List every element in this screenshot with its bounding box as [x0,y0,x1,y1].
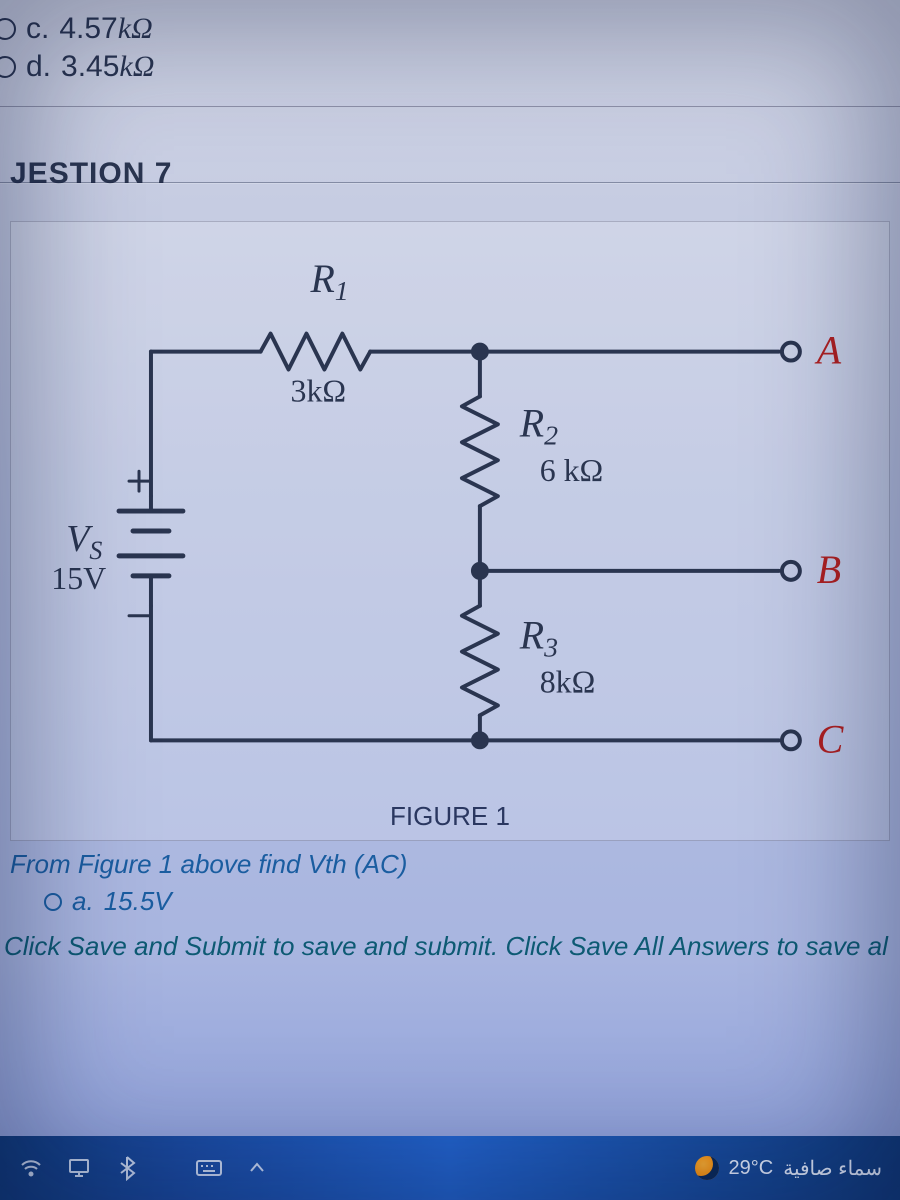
option-d-letter: d. [26,50,51,84]
weather-widget[interactable]: 29°C سماء صافية [695,1156,882,1181]
r2-value: 6 kΩ [540,453,604,488]
weather-temp: 29°C [729,1157,774,1180]
option-c-letter: c. [26,12,49,46]
circuit-figure: R1 3kΩ R2 6 kΩ R3 8kΩ VS 15V A B C FIGUR… [10,221,890,841]
option-c-row[interactable]: c. 4.57kΩ [0,10,900,48]
vs-label: VS [66,518,102,565]
answer-a-value: 15.5V [104,886,172,917]
prev-options-block: c. 4.57kΩ d. 3.45kΩ [0,0,900,107]
bluetooth-icon[interactable] [114,1155,140,1181]
windows-taskbar[interactable]: 29°C سماء صافية [0,1136,900,1200]
weather-text: سماء صافية [783,1156,882,1181]
wifi-icon[interactable] [18,1155,44,1181]
r2-label: R2 [519,400,558,451]
r1-value: 3kΩ [291,373,347,408]
display-icon[interactable] [66,1155,92,1181]
option-d-value: 3.45kΩ [61,50,154,84]
keyboard-icon[interactable] [196,1155,222,1181]
radio-icon[interactable] [0,18,16,40]
r3-value: 8kΩ [540,664,596,699]
question-text: From Figure 1 above find Vth (AC) [10,849,890,880]
page: c. 4.57kΩ d. 3.45kΩ JESTION 7 [0,0,900,1200]
radio-icon[interactable] [44,893,62,911]
option-c-value: 4.57kΩ [59,12,152,46]
question-header: JESTION 7 [0,107,900,201]
terminal-a-label: A [814,328,842,373]
terminal-c-label: C [817,716,844,761]
r3-label: R3 [519,613,558,664]
vs-value: 15V [51,561,106,596]
option-d-row[interactable]: d. 3.45kΩ [0,48,900,86]
figure-caption: FIGURE 1 [11,801,889,832]
chevron-up-icon[interactable] [244,1155,270,1181]
moon-icon [695,1156,719,1180]
terminal-b-label: B [817,547,841,592]
r1-label: R1 [309,256,348,307]
divider [0,182,900,183]
circuit-svg: R1 3kΩ R2 6 kΩ R3 8kΩ VS 15V A B C [11,222,889,840]
save-hint: Click Save and Submit to save and submit… [4,931,900,962]
answer-a-letter: a. [72,886,94,917]
answer-a-row[interactable]: a. 15.5V [44,886,890,917]
radio-icon[interactable] [0,56,16,78]
